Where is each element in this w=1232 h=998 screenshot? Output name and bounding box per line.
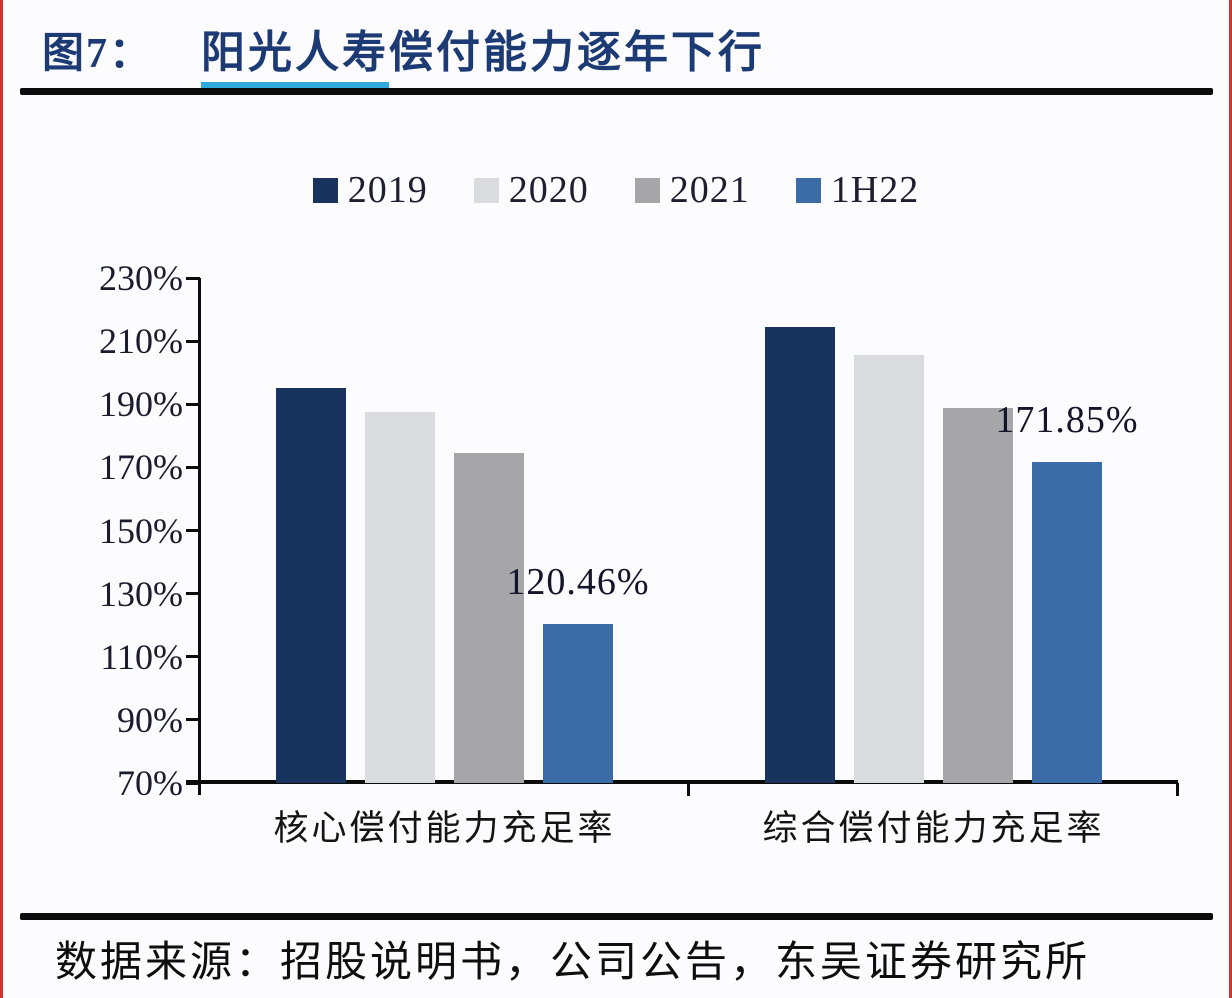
bar-1H22-1: [543, 623, 613, 783]
y-axis-tick-label: 190%: [99, 384, 183, 425]
y-axis-tick-label: 150%: [99, 510, 183, 551]
bar-1H22-2: [1032, 461, 1102, 783]
legend-item-2020: 2020: [473, 168, 589, 212]
bar-2019-2: [765, 326, 835, 783]
y-axis-tick-label: 130%: [99, 573, 183, 614]
source-divider-line: [20, 913, 1213, 920]
legend-label: 2021: [669, 169, 750, 211]
x-axis-tick: [687, 783, 690, 796]
y-axis-tick: [186, 276, 200, 280]
figure-title-row: 图7： 阳光人寿偿付能力逐年下行: [42, 16, 766, 88]
y-axis-tick: [186, 529, 200, 532]
figure-number-label: 图7：: [42, 31, 154, 77]
title-divider-line: [20, 88, 1213, 95]
legend-label: 2019: [347, 169, 428, 211]
y-axis-tick: [186, 718, 200, 722]
y-axis-tick-label: 210%: [99, 321, 183, 362]
page-edge-line-right: [1229, 0, 1232, 998]
y-axis-tick: [186, 781, 200, 785]
bar-2020-1: [365, 411, 435, 783]
bar-data-label: 171.85%: [995, 398, 1139, 441]
legend-swatch-icon: [312, 177, 338, 203]
y-axis-tick: [186, 592, 200, 596]
legend-swatch-icon: [795, 177, 821, 203]
y-axis-tick-label: 230%: [99, 258, 183, 298]
figure-title-underlined: 阳光人寿: [201, 28, 390, 88]
y-axis-tick-label: 170%: [99, 447, 183, 488]
y-axis-tick-label: 110%: [100, 636, 183, 677]
bar-2020-2: [854, 355, 924, 783]
figure-title-rest: 偿付能力逐年下行: [389, 28, 766, 77]
x-axis-line: [186, 780, 1178, 784]
bar-2019-1: [276, 387, 346, 783]
y-axis-tick: [186, 465, 200, 469]
bar-data-label: 120.46%: [506, 560, 650, 603]
legend-swatch-icon: [473, 177, 499, 203]
y-axis-tick: [186, 655, 200, 659]
legend-item-1H22: 1H22: [795, 168, 920, 212]
y-axis-tick: [186, 402, 200, 406]
legend-item-2021: 2021: [634, 168, 750, 212]
legend-label: 1H22: [830, 169, 920, 211]
figure-title: 阳光人寿偿付能力逐年下行: [201, 16, 766, 88]
x-axis-tick: [1176, 783, 1179, 796]
chart-legend: 2019 2020 2021 1H22: [0, 168, 1232, 212]
legend-swatch-icon: [634, 177, 660, 203]
category-label: 核心偿付能力充足率: [273, 809, 616, 848]
category-label: 综合偿付能力充足率: [762, 809, 1105, 848]
legend-item-2019: 2019: [312, 168, 428, 212]
y-axis-tick-label: 70%: [117, 763, 183, 803]
y-axis-line: [198, 278, 201, 795]
bar-2021-1: [454, 452, 524, 783]
y-axis-tick-label: 90%: [117, 699, 183, 740]
data-source-text: 数据来源：招股说明书，公司公告，东吴证券研究所: [55, 940, 1091, 986]
page-edge-line-left: [0, 0, 3, 998]
bar-2021-2: [943, 408, 1013, 783]
y-axis-tick: [186, 339, 200, 343]
legend-label: 2020: [508, 169, 589, 211]
